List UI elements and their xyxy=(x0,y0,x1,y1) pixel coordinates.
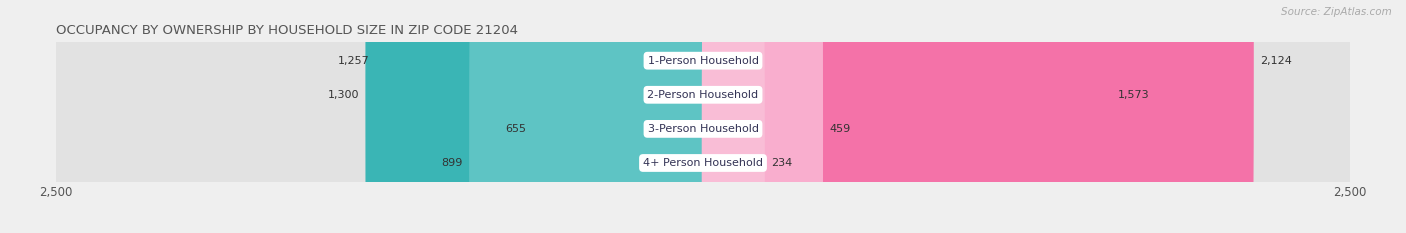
FancyBboxPatch shape xyxy=(702,0,823,233)
Text: OCCUPANCY BY OWNERSHIP BY HOUSEHOLD SIZE IN ZIP CODE 21204: OCCUPANCY BY OWNERSHIP BY HOUSEHOLD SIZE… xyxy=(56,24,519,37)
FancyBboxPatch shape xyxy=(702,0,1111,233)
FancyBboxPatch shape xyxy=(55,0,1351,233)
FancyBboxPatch shape xyxy=(702,0,765,233)
FancyBboxPatch shape xyxy=(55,0,1351,233)
Text: 1-Person Household: 1-Person Household xyxy=(648,56,758,66)
Text: 1,300: 1,300 xyxy=(328,90,359,100)
Text: 459: 459 xyxy=(830,124,851,134)
Text: 2,124: 2,124 xyxy=(1260,56,1292,66)
FancyBboxPatch shape xyxy=(377,0,704,233)
Text: 1,573: 1,573 xyxy=(1118,90,1149,100)
Text: 4+ Person Household: 4+ Person Household xyxy=(643,158,763,168)
Text: 655: 655 xyxy=(505,124,526,134)
FancyBboxPatch shape xyxy=(702,0,1254,233)
FancyBboxPatch shape xyxy=(55,0,1351,233)
Text: 234: 234 xyxy=(772,158,793,168)
Text: 1,257: 1,257 xyxy=(339,56,370,66)
FancyBboxPatch shape xyxy=(366,0,704,233)
Text: 3-Person Household: 3-Person Household xyxy=(648,124,758,134)
Text: Source: ZipAtlas.com: Source: ZipAtlas.com xyxy=(1281,7,1392,17)
FancyBboxPatch shape xyxy=(470,0,704,233)
FancyBboxPatch shape xyxy=(55,0,1351,233)
FancyBboxPatch shape xyxy=(533,0,704,233)
Text: 2-Person Household: 2-Person Household xyxy=(647,90,759,100)
Text: 899: 899 xyxy=(441,158,463,168)
